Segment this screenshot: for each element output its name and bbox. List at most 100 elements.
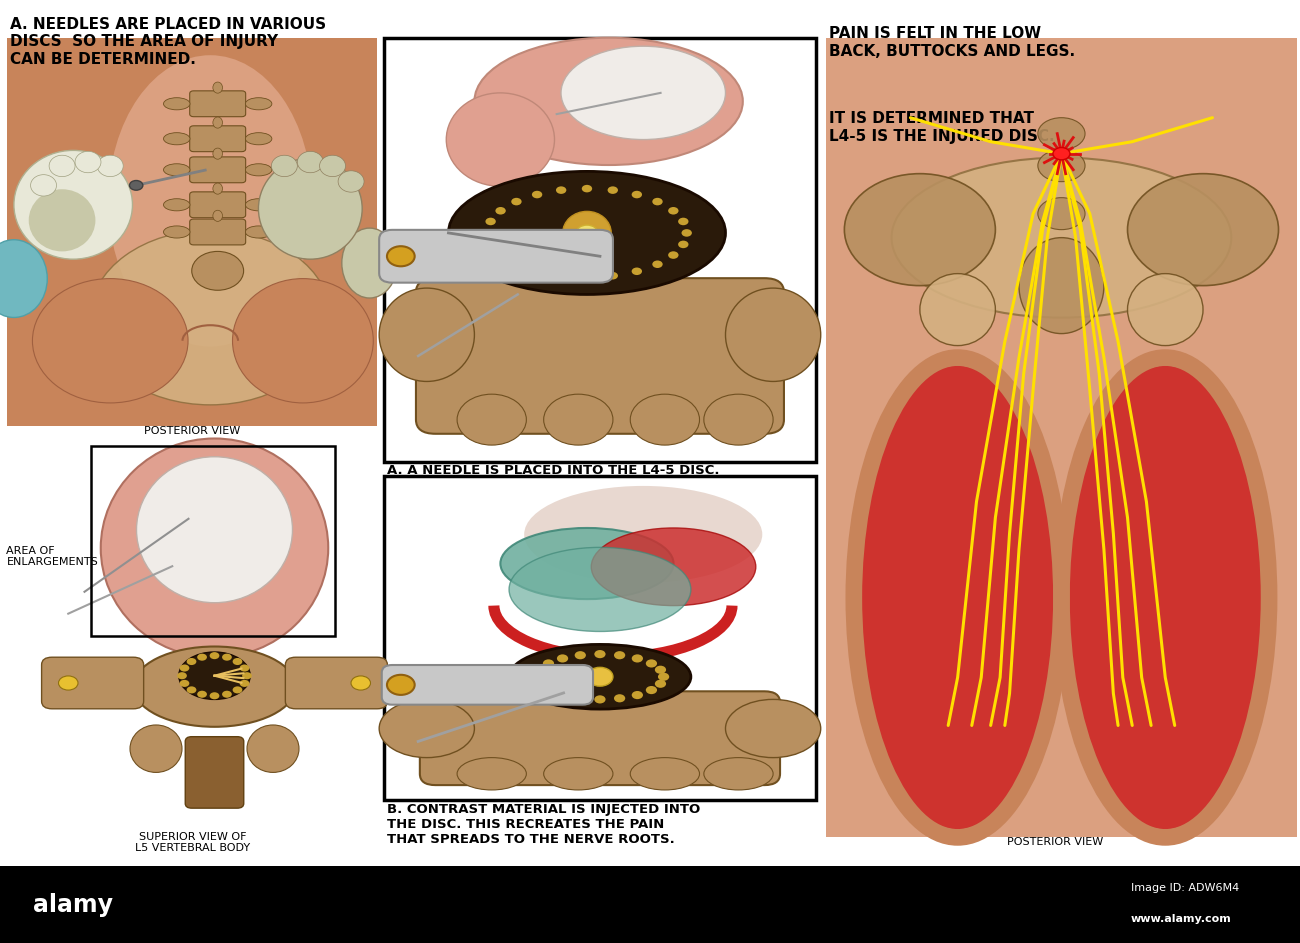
Text: A. A NEEDLE IS PLACED INTO THE L4-5 DISC.: A. A NEEDLE IS PLACED INTO THE L4-5 DISC… xyxy=(387,464,720,477)
Circle shape xyxy=(239,665,250,671)
Ellipse shape xyxy=(130,725,182,772)
Circle shape xyxy=(594,695,606,703)
Circle shape xyxy=(233,687,242,693)
Circle shape xyxy=(222,653,231,661)
Ellipse shape xyxy=(164,164,190,176)
Ellipse shape xyxy=(1127,174,1278,286)
Ellipse shape xyxy=(246,226,272,238)
FancyBboxPatch shape xyxy=(190,219,246,245)
Ellipse shape xyxy=(164,98,190,109)
Ellipse shape xyxy=(845,174,996,286)
Ellipse shape xyxy=(920,273,996,345)
Ellipse shape xyxy=(213,117,222,128)
Ellipse shape xyxy=(178,652,250,700)
Ellipse shape xyxy=(213,210,222,222)
Bar xyxy=(384,476,816,800)
Circle shape xyxy=(179,680,190,687)
Ellipse shape xyxy=(246,199,272,211)
Circle shape xyxy=(482,229,493,237)
Text: POSTERIOR VIEW: POSTERIOR VIEW xyxy=(1008,837,1104,848)
Circle shape xyxy=(632,691,644,699)
Circle shape xyxy=(58,676,78,690)
Circle shape xyxy=(575,694,586,703)
Ellipse shape xyxy=(342,228,398,298)
FancyBboxPatch shape xyxy=(380,230,614,283)
Ellipse shape xyxy=(725,288,820,381)
Circle shape xyxy=(576,225,598,240)
FancyBboxPatch shape xyxy=(382,665,593,704)
Bar xyxy=(6,38,377,426)
Circle shape xyxy=(653,260,663,268)
Ellipse shape xyxy=(458,757,526,790)
Ellipse shape xyxy=(1037,118,1086,150)
Circle shape xyxy=(485,240,495,248)
Text: SUPERIOR VIEW OF
L5 VERTEBRAL BODY: SUPERIOR VIEW OF L5 VERTEBRAL BODY xyxy=(135,832,250,853)
Text: B. CONTRAST MATERIAL IS INJECTED INTO
THE DISC. THIS RECREATES THE PAIN
THAT SPR: B. CONTRAST MATERIAL IS INJECTED INTO TH… xyxy=(387,803,701,847)
Circle shape xyxy=(582,185,593,192)
Circle shape xyxy=(575,651,586,659)
FancyBboxPatch shape xyxy=(285,657,387,709)
FancyBboxPatch shape xyxy=(420,691,780,786)
Circle shape xyxy=(668,207,679,215)
Ellipse shape xyxy=(448,172,725,294)
Circle shape xyxy=(556,654,568,663)
Circle shape xyxy=(607,272,618,279)
Circle shape xyxy=(495,251,506,258)
Ellipse shape xyxy=(272,156,298,176)
Circle shape xyxy=(646,659,656,668)
Ellipse shape xyxy=(164,226,190,238)
Ellipse shape xyxy=(191,252,243,290)
Ellipse shape xyxy=(259,158,363,259)
Ellipse shape xyxy=(543,757,612,790)
Circle shape xyxy=(511,260,521,268)
Ellipse shape xyxy=(630,757,699,790)
Circle shape xyxy=(556,187,567,194)
Circle shape xyxy=(556,691,568,699)
Ellipse shape xyxy=(1066,366,1265,830)
Text: PAIN IS FELT IN THE LOW
BACK, BUTTOCKS AND LEGS.: PAIN IS FELT IN THE LOW BACK, BUTTOCKS A… xyxy=(829,26,1075,58)
Circle shape xyxy=(534,666,545,674)
Circle shape xyxy=(534,680,545,687)
Circle shape xyxy=(632,190,642,198)
Circle shape xyxy=(209,653,220,659)
Circle shape xyxy=(511,198,521,206)
Circle shape xyxy=(588,668,612,687)
FancyBboxPatch shape xyxy=(416,278,784,434)
Bar xyxy=(52,438,377,803)
Circle shape xyxy=(242,672,252,679)
Ellipse shape xyxy=(563,211,611,255)
Circle shape xyxy=(233,658,242,665)
Circle shape xyxy=(187,687,196,693)
Circle shape xyxy=(614,651,625,659)
Circle shape xyxy=(485,218,495,225)
Ellipse shape xyxy=(213,82,222,93)
Ellipse shape xyxy=(543,394,612,445)
Circle shape xyxy=(532,268,542,275)
Ellipse shape xyxy=(101,438,328,657)
Circle shape xyxy=(658,672,670,681)
Ellipse shape xyxy=(31,174,56,196)
Circle shape xyxy=(646,686,656,694)
Ellipse shape xyxy=(510,644,690,709)
Circle shape xyxy=(530,672,542,681)
Ellipse shape xyxy=(592,528,755,605)
Ellipse shape xyxy=(213,148,222,159)
Circle shape xyxy=(655,680,666,687)
Circle shape xyxy=(177,672,187,679)
FancyBboxPatch shape xyxy=(42,657,143,709)
Circle shape xyxy=(681,229,692,237)
Circle shape xyxy=(239,680,250,687)
Circle shape xyxy=(543,659,554,668)
FancyBboxPatch shape xyxy=(190,157,246,183)
Circle shape xyxy=(543,686,554,694)
Circle shape xyxy=(387,246,415,266)
FancyBboxPatch shape xyxy=(190,125,246,152)
Ellipse shape xyxy=(233,278,373,403)
Ellipse shape xyxy=(962,114,1161,314)
Circle shape xyxy=(187,658,196,665)
Ellipse shape xyxy=(49,156,75,176)
Ellipse shape xyxy=(892,157,1231,318)
Ellipse shape xyxy=(562,46,725,140)
Ellipse shape xyxy=(338,171,364,192)
Circle shape xyxy=(653,198,663,206)
